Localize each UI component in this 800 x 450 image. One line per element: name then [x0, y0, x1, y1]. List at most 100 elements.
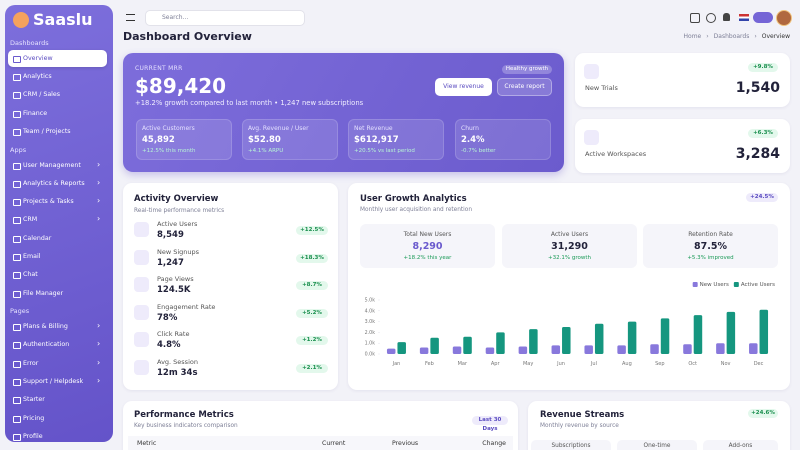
nav-item[interactable]: Analytics	[23, 72, 52, 80]
nav-item[interactable]: Chat	[23, 270, 38, 278]
breadcrumb-separator: ›	[706, 33, 709, 40]
kpi-value: 1,540	[735, 80, 780, 96]
activity-icon	[134, 277, 149, 292]
mrr-subtitle: +18.2% growth compared to last month • 1…	[135, 99, 364, 107]
nav-item[interactable]: Email	[23, 252, 41, 260]
mrr-stat-label: Active Customers	[142, 125, 195, 132]
messages-icon[interactable]	[706, 13, 716, 23]
view-revenue-button[interactable]: View revenue	[435, 78, 492, 96]
breadcrumb: Home › Dashboards › Overview	[684, 34, 790, 40]
nav-item[interactable]: Error	[23, 359, 39, 367]
sidebar-section-title: Apps	[10, 146, 27, 154]
table-header: Metric	[137, 440, 157, 447]
nav-icon	[13, 199, 21, 206]
nav-item[interactable]: Support / Helpdesk	[23, 377, 84, 385]
avatar[interactable]	[776, 10, 792, 26]
activity-value: 4.8%	[157, 340, 181, 350]
activity-label: Page Views	[157, 275, 194, 283]
nav-chevron: ›	[97, 321, 101, 330]
nav-item[interactable]: CRM / Sales	[23, 90, 61, 98]
settings-icon[interactable]	[690, 13, 700, 23]
nav-icon	[13, 416, 21, 423]
activity-label: New Signups	[157, 247, 200, 256]
mrr-stat-box	[455, 119, 551, 160]
growth-stat-label: Total New Users	[403, 231, 452, 238]
kpi-badge: +6.3%	[748, 129, 778, 138]
revenue-tab[interactable]: Add-ons	[703, 440, 778, 450]
nav-chevron: ›	[97, 358, 101, 367]
nav-item[interactable]: Plans & Billing	[23, 322, 68, 330]
mrr-stat-change: +4.1% ARPU	[248, 148, 284, 154]
mrr-label: CURRENT MRR	[135, 65, 183, 72]
growth-stat-change: +5.3% improved	[687, 255, 734, 261]
activity-badge: +12.5%	[296, 226, 328, 235]
sidebar-section-title: Dashboards	[10, 39, 49, 47]
nav-icon	[13, 434, 21, 441]
nav-icon	[13, 129, 21, 136]
activity-value: 124.5K	[157, 285, 191, 295]
nav-icon	[13, 56, 21, 63]
nav-item[interactable]: Analytics & Reports	[23, 179, 85, 187]
breadcrumb-item[interactable]: Dashboards	[713, 33, 750, 40]
nav-item[interactable]: Authentication	[23, 340, 70, 348]
nav-item[interactable]: Finance	[23, 109, 48, 117]
growth-subtitle: Monthly user acquisition and retention	[360, 207, 473, 213]
mrr-badge: Healthy growth	[502, 65, 552, 74]
nav-item[interactable]: Team / Projects	[23, 127, 71, 135]
mrr-stat-value: 2.4%	[461, 135, 485, 145]
nav-chevron: ›	[97, 196, 101, 205]
nav-icon	[13, 324, 21, 331]
revenue-badge: +24.6%	[748, 409, 778, 418]
kpi-label: Active Workspaces	[585, 150, 647, 158]
nav-item[interactable]: Pricing	[23, 414, 45, 422]
growth-stat-change: +18.2% this year	[403, 255, 452, 261]
nav-icon	[13, 379, 21, 386]
active-item-bg	[8, 50, 107, 67]
page-title: Dashboard Overview	[123, 30, 252, 43]
nav-item[interactable]: Calendar	[23, 234, 52, 242]
growth-stat-value: 8,290	[412, 241, 443, 252]
nav-chevron: ›	[97, 178, 101, 187]
activity-label: Active Users	[157, 220, 198, 228]
nav-item[interactable]: Starter	[23, 395, 45, 403]
revenue-tab[interactable]: Subscriptions	[531, 440, 611, 450]
activity-icon	[134, 359, 149, 375]
breadcrumb-item[interactable]: Home	[683, 33, 702, 40]
mrr-value: $89,420	[135, 74, 227, 98]
nav-item[interactable]: CRM	[23, 215, 38, 223]
nav-item[interactable]: User Management	[23, 161, 81, 169]
nav-icon	[13, 236, 21, 243]
nav-chevron: ›	[97, 160, 101, 169]
activity-value: 1,247	[157, 257, 184, 268]
activity-value: 8,549	[157, 230, 184, 240]
search-box[interactable]	[145, 10, 305, 26]
nav-icon	[13, 291, 21, 298]
table-header-bg	[128, 436, 513, 450]
flag-icon[interactable]	[739, 14, 749, 21]
revenue-tab[interactable]: One-time	[617, 440, 697, 450]
mrr-stat-value: $52.80	[248, 135, 281, 145]
growth-stat-value: 31,290	[551, 241, 588, 252]
growth-stat-label: Retention Rate	[688, 231, 733, 238]
nav-item[interactable]: Overview	[23, 54, 53, 62]
brand: Saaslu	[33, 10, 93, 29]
nav-item[interactable]: File Manager	[23, 289, 64, 297]
breadcrumb-item: Overview	[761, 33, 790, 40]
notifications-icon[interactable]	[723, 13, 730, 21]
mrr-stat-box	[136, 119, 232, 160]
menu-toggle[interactable]	[126, 14, 135, 21]
activity-label: Click Rate	[157, 330, 190, 338]
growth-card	[348, 183, 790, 390]
growth-stat-box	[502, 224, 637, 268]
activity-title: Activity Overview	[134, 194, 219, 204]
breadcrumb-separator: ›	[754, 33, 757, 40]
mrr-stat-label: Churn	[461, 125, 479, 132]
nav-item[interactable]: Profile	[23, 432, 43, 440]
theme-toggle[interactable]	[753, 12, 773, 23]
create-report-button[interactable]: Create report	[497, 78, 552, 96]
nav-item[interactable]: Projects & Tasks	[23, 197, 74, 205]
table-header: Change	[482, 440, 506, 447]
mrr-stat-box	[242, 119, 338, 160]
kpi-icon	[584, 64, 599, 79]
